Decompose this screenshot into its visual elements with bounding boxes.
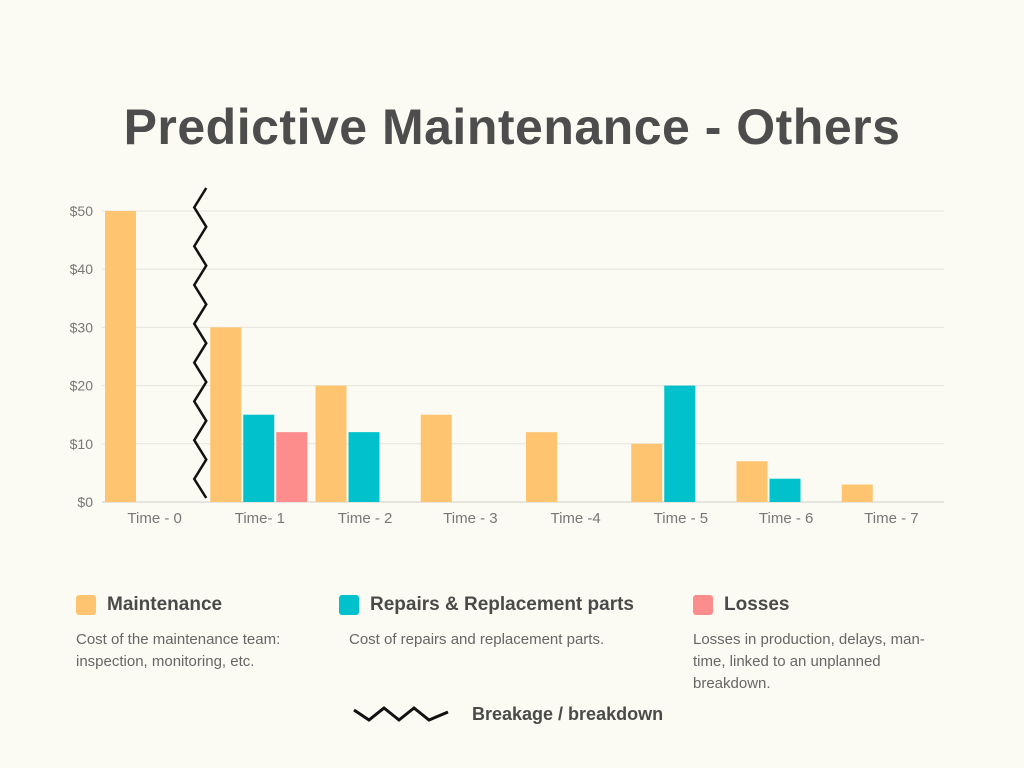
legend-label-repairs: Repairs & Replacement parts [370,594,634,615]
y-tick-label: $20 [70,378,94,394]
breakage-zigzag [192,187,208,499]
y-tick-label: $0 [77,494,93,510]
bar [841,484,873,502]
bar [276,432,308,502]
legend-swatch-maintenance [76,595,96,615]
x-tick-label: Time - 3 [443,510,497,527]
legend-label-maintenance: Maintenance [107,594,223,615]
legend-desc-repairs: Cost of repairs and replacement parts. [349,631,605,648]
legend-desc-maintenance: Cost of the maintenance team: inspection… [76,631,281,670]
bar [526,432,557,502]
x-tick-label: Time -4 [550,510,600,527]
breakage-legend: Breakage / breakdown [352,700,663,728]
bar [736,461,768,502]
legend-swatch-losses [693,595,713,615]
bar [105,211,136,502]
legend-desc-losses: Losses in production, delays, man-time, … [693,631,925,692]
bar [420,414,452,502]
x-tick-label: Time - 0 [127,510,181,527]
bar [769,478,801,502]
legend-item-repairs: Repairs & Replacement parts Cost of repa… [339,594,659,651]
legend-swatch-repairs [339,595,359,615]
zigzag-icon [353,706,449,722]
y-tick-label: $50 [70,203,94,219]
x-tick-label: Time - 6 [759,510,813,527]
bar [210,327,242,502]
bar [664,385,696,502]
y-tick-label: $30 [70,319,94,335]
bar [243,414,275,502]
x-tick-label: Time- 1 [235,510,285,527]
y-tick-label: $40 [70,261,94,277]
legend-item-losses: Losses Losses in production, delays, man… [693,594,948,695]
breakage-label: Breakage / breakdown [472,703,664,724]
y-tick-label: $10 [70,436,94,452]
x-tick-label: Time - 7 [864,510,918,527]
bar [348,432,380,502]
bar [631,443,663,502]
x-tick-label: Time - 2 [338,510,392,527]
legend-item-maintenance: Maintenance Cost of the maintenance team… [76,594,326,673]
bar-chart: $0 $10 $20 $30 $40 $50 Time - 0 Time- 1 Time - 2… [70,187,944,527]
chart-title: Predictive Maintenance - Others [123,99,901,155]
bar [315,385,347,502]
x-tick-label: Time - 5 [654,510,708,527]
legend-label-losses: Losses [724,594,790,615]
